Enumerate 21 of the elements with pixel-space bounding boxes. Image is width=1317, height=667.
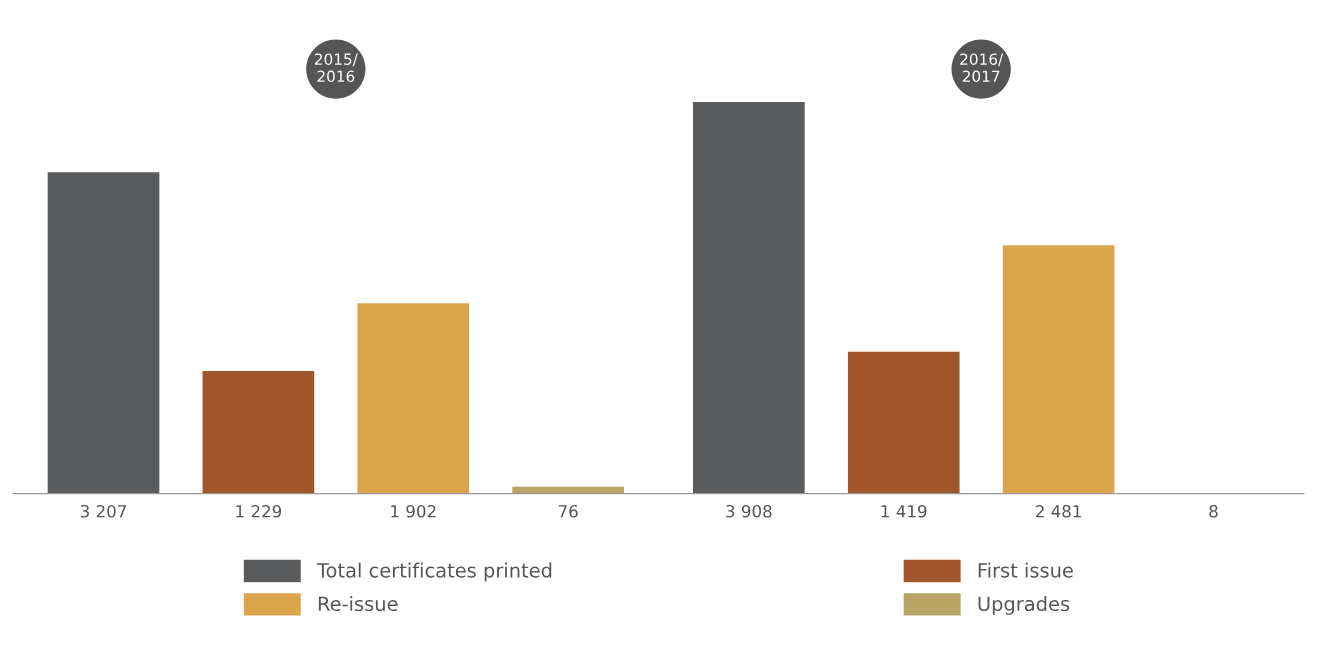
x-tick-label: 2016/ 2017	[960, 53, 1004, 83]
bar	[691, 100, 807, 494]
data-label: 8	[1209, 504, 1218, 518]
bar	[510, 485, 626, 494]
legend-label: Upgrades	[978, 596, 1070, 615]
bar	[1001, 243, 1116, 494]
bar	[846, 350, 961, 494]
data-label: 3 908	[726, 504, 772, 518]
x-tick-label: 2015/ 2016	[314, 53, 358, 83]
data-label: 3 207	[80, 504, 126, 518]
data-label: 1 902	[391, 504, 436, 518]
data-label: 76	[558, 504, 578, 518]
legend-label: First issue	[978, 562, 1073, 578]
bar	[356, 301, 471, 494]
data-label: 1 419	[881, 504, 927, 518]
data-label: 2 481	[1035, 504, 1081, 518]
bar	[46, 170, 161, 494]
legend-label: Re-issue	[318, 596, 398, 612]
legend-label: Total certificates printed	[316, 562, 552, 582]
data-label: 1 229	[236, 504, 282, 518]
bar	[201, 369, 316, 494]
